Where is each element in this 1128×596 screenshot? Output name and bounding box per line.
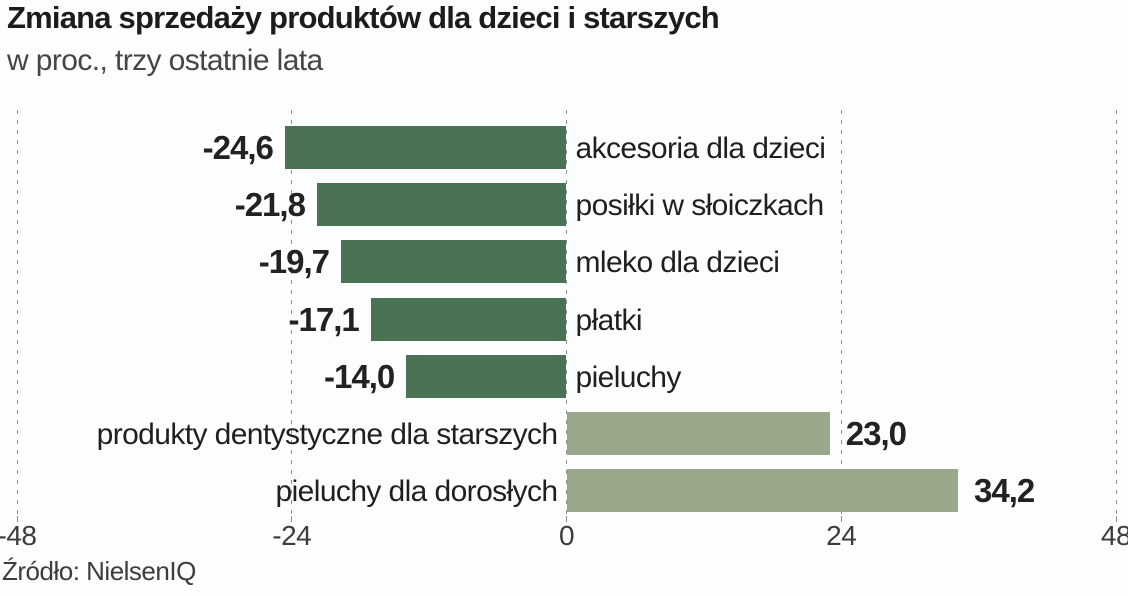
value-label-7: 34,2 xyxy=(974,472,1035,510)
axis-tick-48 xyxy=(1115,516,1117,522)
axis-tick--48 xyxy=(16,516,18,522)
axis-tick-0 xyxy=(566,516,567,522)
x-axis-label-0: 0 xyxy=(558,520,575,551)
bar-2 xyxy=(316,183,567,227)
bar-3 xyxy=(340,240,567,284)
value-label-5: -14,0 xyxy=(324,357,395,395)
x-axis-label-48: 48 xyxy=(1100,520,1128,551)
gridline--48 xyxy=(16,110,18,516)
axis-tick--24 xyxy=(291,516,293,522)
value-label-4: -17,1 xyxy=(288,300,360,338)
bar-7 xyxy=(566,469,959,513)
gridline--24 xyxy=(291,110,293,516)
category-label-7: pieluchy dla dorosłych xyxy=(275,475,559,509)
plot-area: -48 -24 0 24 48 -24,6 akcesoria dla dzieci -21,… xyxy=(0,110,1128,551)
page-subtitle: w proc., trzy ostatnie lata xyxy=(7,44,323,77)
x-axis-label--48: -48 xyxy=(0,520,37,551)
value-label-1: -24,6 xyxy=(202,129,274,166)
bar-5 xyxy=(406,354,567,398)
category-label-2: posiłki w słoiczkach xyxy=(575,189,825,223)
x-axis-label-24: 24 xyxy=(826,520,857,551)
bar-1 xyxy=(284,126,567,169)
category-label-3: mleko dla dzieci xyxy=(575,246,780,280)
category-label-5: pieluchy xyxy=(575,360,682,394)
x-axis-label--24: -24 xyxy=(272,520,312,551)
gridline-0 xyxy=(566,110,567,516)
gridline-48 xyxy=(1115,110,1117,516)
axis-tick-24 xyxy=(840,516,842,522)
value-label-3: -19,7 xyxy=(258,243,330,281)
gridline-24 xyxy=(840,110,842,516)
source-note: Źródło: NielsenIQ xyxy=(2,556,196,586)
page-title: Zmiana sprzedaży produktów dla dzieci i … xyxy=(7,0,720,35)
category-label-4: płatki xyxy=(575,303,643,337)
value-label-6: 23,0 xyxy=(845,415,907,452)
value-label-2: -21,8 xyxy=(234,186,306,224)
bar-4 xyxy=(370,297,567,341)
bar-6 xyxy=(566,412,830,455)
category-label-1: akcesoria dla dzieci xyxy=(575,132,826,165)
category-label-6: produkty dentystyczne dla starszych xyxy=(96,418,558,451)
